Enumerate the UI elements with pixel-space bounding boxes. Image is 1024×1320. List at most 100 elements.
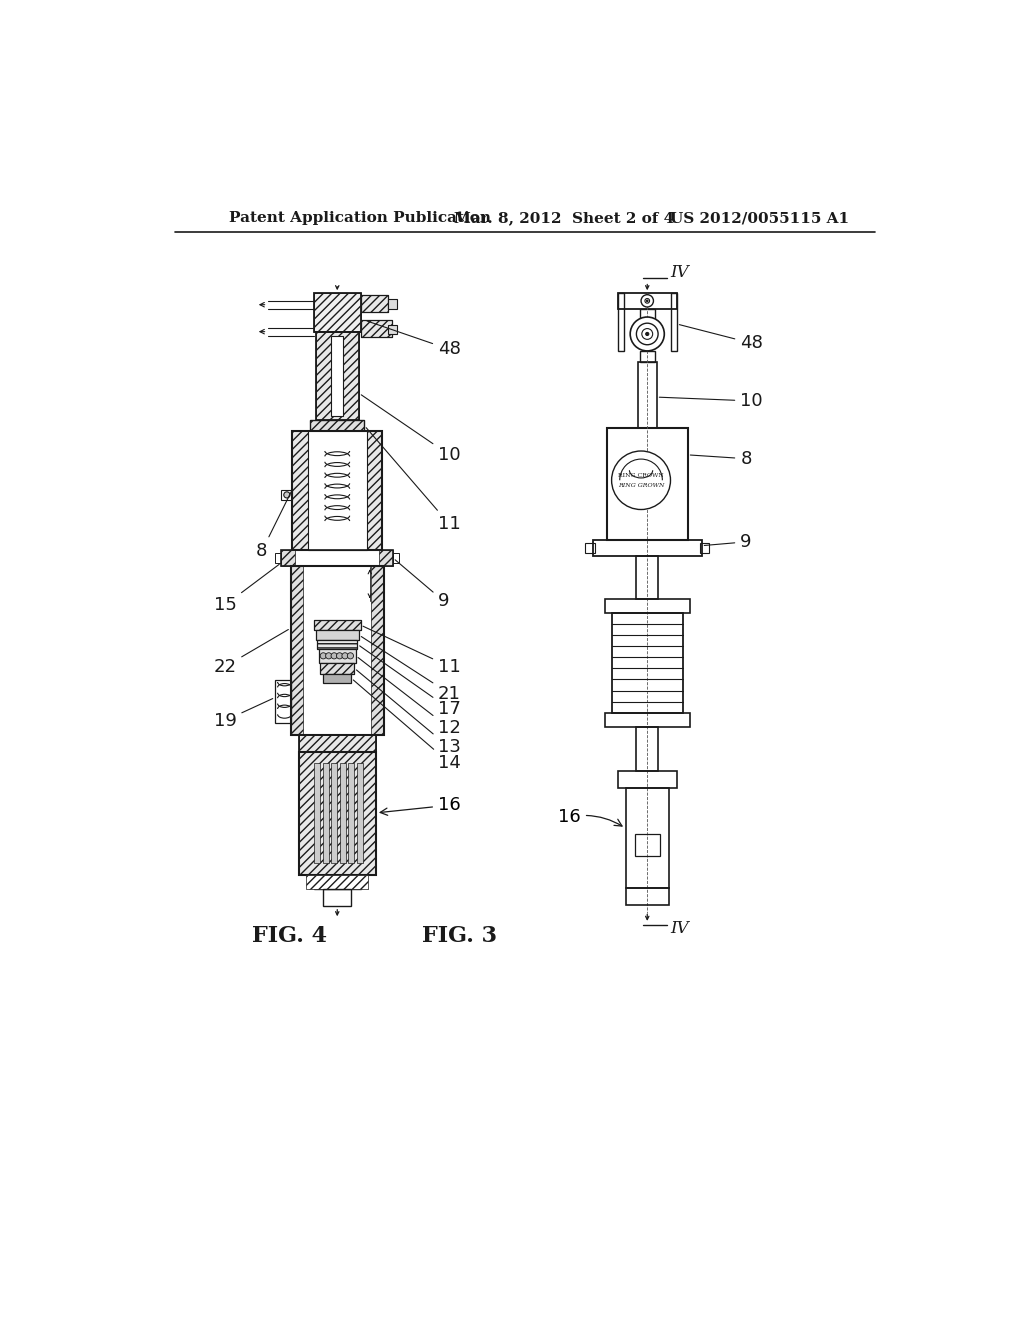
- Text: 16: 16: [380, 796, 461, 816]
- Text: IV: IV: [671, 920, 689, 937]
- Text: Patent Application Publication: Patent Application Publication: [228, 211, 490, 226]
- Bar: [314, 620, 360, 631]
- Bar: [321, 663, 354, 673]
- Text: FIG. 3: FIG. 3: [423, 925, 498, 948]
- Bar: [388, 325, 397, 334]
- Text: 9: 9: [395, 560, 450, 610]
- Circle shape: [331, 653, 337, 659]
- Bar: [340, 763, 346, 863]
- Text: US 2012/0055115 A1: US 2012/0055115 A1: [671, 211, 850, 226]
- Bar: [617, 771, 677, 788]
- Text: RING CROWN: RING CROWN: [618, 473, 664, 478]
- Text: 15: 15: [214, 565, 280, 614]
- Text: 21: 21: [361, 636, 461, 702]
- Bar: [282, 490, 292, 500]
- Bar: [700, 544, 710, 553]
- Circle shape: [342, 653, 348, 659]
- Text: 10: 10: [361, 395, 461, 463]
- Bar: [360, 321, 391, 337]
- Bar: [315, 331, 359, 420]
- Bar: [310, 420, 365, 430]
- Bar: [299, 735, 376, 752]
- Bar: [282, 550, 295, 566]
- Bar: [626, 788, 669, 888]
- Bar: [314, 293, 360, 331]
- Bar: [586, 544, 595, 553]
- Text: 9: 9: [705, 533, 752, 550]
- Bar: [611, 612, 683, 713]
- Circle shape: [284, 492, 290, 498]
- Bar: [282, 550, 393, 566]
- Bar: [607, 428, 687, 540]
- Text: 48: 48: [679, 325, 763, 352]
- Bar: [324, 890, 351, 906]
- Bar: [314, 763, 321, 863]
- Bar: [367, 430, 382, 550]
- Bar: [360, 296, 388, 313]
- Bar: [318, 649, 356, 663]
- Bar: [317, 640, 357, 649]
- Bar: [640, 351, 655, 363]
- Circle shape: [337, 653, 343, 659]
- Bar: [360, 296, 388, 313]
- Circle shape: [646, 333, 649, 335]
- Bar: [356, 763, 362, 863]
- Bar: [331, 335, 343, 416]
- Bar: [671, 293, 677, 351]
- Bar: [636, 726, 658, 771]
- Bar: [626, 888, 669, 906]
- Circle shape: [645, 298, 649, 304]
- Bar: [315, 631, 359, 640]
- Circle shape: [646, 300, 648, 302]
- Text: Mar. 8, 2012  Sheet 2 of 4: Mar. 8, 2012 Sheet 2 of 4: [454, 211, 674, 226]
- Bar: [635, 834, 659, 857]
- Bar: [292, 430, 382, 550]
- Bar: [324, 673, 351, 682]
- Circle shape: [321, 653, 327, 659]
- Bar: [321, 663, 354, 673]
- Circle shape: [641, 294, 653, 308]
- Text: 13: 13: [356, 671, 461, 756]
- Bar: [315, 331, 359, 420]
- Bar: [317, 640, 357, 649]
- Bar: [393, 553, 399, 562]
- Text: 8: 8: [690, 450, 752, 467]
- Bar: [310, 420, 365, 430]
- Bar: [291, 566, 384, 735]
- Text: IV: IV: [671, 264, 689, 281]
- Circle shape: [642, 329, 652, 339]
- Bar: [331, 763, 337, 863]
- Bar: [275, 553, 282, 562]
- Bar: [308, 430, 367, 550]
- Bar: [636, 557, 658, 599]
- Bar: [360, 321, 391, 337]
- Text: 11: 11: [364, 626, 461, 676]
- Bar: [604, 599, 690, 612]
- Bar: [593, 540, 701, 557]
- Bar: [617, 293, 677, 309]
- Bar: [292, 430, 308, 550]
- Text: 11: 11: [367, 428, 461, 533]
- Bar: [372, 566, 384, 735]
- Bar: [323, 763, 329, 863]
- Bar: [306, 875, 369, 890]
- Bar: [617, 293, 624, 351]
- Bar: [388, 300, 397, 309]
- Bar: [299, 735, 376, 752]
- Bar: [348, 763, 354, 863]
- Circle shape: [636, 323, 658, 345]
- Text: 10: 10: [659, 392, 763, 411]
- Text: 14: 14: [353, 680, 461, 772]
- Text: 16: 16: [558, 808, 622, 826]
- Text: FIG. 4: FIG. 4: [252, 925, 327, 948]
- Bar: [640, 309, 655, 323]
- Bar: [379, 550, 393, 566]
- Text: 19: 19: [214, 698, 272, 730]
- Bar: [299, 752, 376, 875]
- Bar: [275, 681, 291, 723]
- Bar: [314, 875, 360, 890]
- Text: 48: 48: [367, 321, 461, 358]
- Bar: [604, 713, 690, 726]
- Text: 8: 8: [256, 492, 291, 560]
- Text: RING GROWN: RING GROWN: [617, 483, 665, 488]
